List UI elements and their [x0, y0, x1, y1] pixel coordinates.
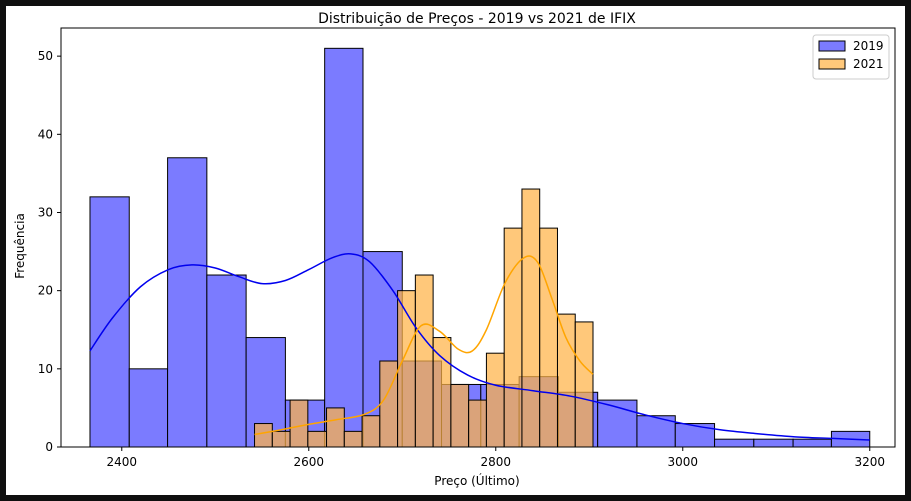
legend-swatch-2019	[818, 40, 846, 52]
y-axis-label: Frequência	[13, 213, 27, 279]
bar-2021-5	[343, 430, 363, 448]
bar-2021-2	[289, 399, 309, 448]
bar-2021-4	[326, 407, 345, 448]
bar-2019-1	[128, 368, 169, 448]
bars-layer	[89, 47, 871, 448]
bar-2021-7	[379, 360, 399, 448]
bar-2019-16	[714, 438, 755, 448]
kde-line-2019	[89, 253, 870, 441]
bar-2019-18	[792, 438, 832, 448]
bar-2021-11	[450, 383, 470, 448]
y-tick-label: 20	[38, 284, 53, 298]
y-tick-label: 40	[38, 127, 53, 141]
legend: 2019 2021	[812, 34, 890, 80]
y-tick-label: 0	[45, 440, 53, 454]
x-tick-label: 3000	[667, 455, 698, 469]
legend-label-2019: 2019	[853, 39, 884, 53]
bar-2019-15	[674, 423, 716, 448]
plot-frame	[60, 27, 896, 448]
bar-2021-15	[521, 188, 541, 448]
bar-2021-17	[556, 313, 576, 448]
bar-2021-6	[361, 415, 381, 448]
x-axis-label: Preço (Último)	[434, 473, 519, 488]
bar-2021-0	[254, 423, 273, 448]
kde-line-2021	[254, 255, 594, 436]
x-tick-label: 3200	[854, 455, 885, 469]
legend-label-2021: 2021	[853, 57, 884, 71]
y-axis: 0 10 20 30 40 50	[38, 49, 61, 454]
y-tick-label: 50	[38, 49, 53, 63]
bar-2019-2	[167, 157, 208, 448]
chart-title: Distribuição de Preços - 2019 vs 2021 de…	[318, 11, 636, 27]
x-axis: 2400 2600 2800 3000 3200	[107, 447, 885, 469]
bar-2021-12	[468, 399, 487, 448]
figure: Distribuição de Preços - 2019 vs 2021 de…	[6, 6, 905, 495]
bar-2021-10	[432, 337, 452, 448]
bar-2019-17	[753, 438, 794, 448]
kde-layer	[89, 253, 870, 441]
bar-2021-13	[485, 352, 505, 448]
x-tick-label: 2800	[480, 455, 511, 469]
x-tick-label: 2600	[293, 455, 324, 469]
bar-2019-6	[324, 47, 364, 448]
histogram-chart: Distribuição de Preços - 2019 vs 2021 de…	[13, 11, 896, 488]
y-tick-label: 30	[38, 205, 53, 219]
x-tick-label: 2400	[107, 455, 138, 469]
bar-2021-1	[271, 430, 291, 448]
bar-2021-16	[539, 227, 558, 448]
bar-2021-18	[574, 321, 594, 448]
legend-swatch-2021	[818, 58, 846, 70]
bar-2021-3	[307, 430, 328, 448]
y-tick-label: 10	[38, 362, 53, 376]
bar-2021-9	[414, 274, 434, 448]
bar-2019-3	[206, 274, 247, 448]
